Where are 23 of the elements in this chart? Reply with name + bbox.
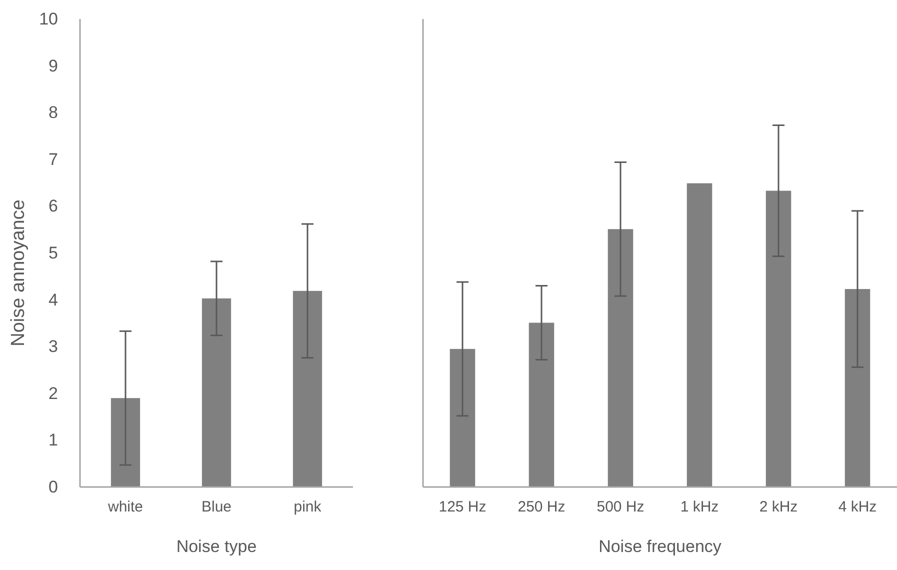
x-tick-label: white bbox=[106, 498, 144, 516]
y-tick-label: 3 bbox=[48, 337, 58, 356]
y-tick-label: 6 bbox=[48, 196, 58, 216]
x-tick-label: 2 kHz bbox=[759, 498, 798, 516]
x-tick-label: 125 Hz bbox=[438, 498, 486, 516]
y-tick-label: 5 bbox=[48, 243, 58, 262]
x-tick-label: 1 kHz bbox=[680, 498, 719, 516]
y-axis-title: Noise annoyance bbox=[8, 200, 29, 346]
x-tick-label: 4 kHz bbox=[838, 498, 877, 516]
x-axis-title: Noise type bbox=[176, 537, 257, 556]
y-tick-label: 9 bbox=[48, 56, 58, 76]
x-tick-label: pink bbox=[294, 498, 322, 516]
y-tick-label: 8 bbox=[48, 103, 58, 122]
x-tick-label: Blue bbox=[201, 498, 232, 516]
y-tick-label: 1 bbox=[48, 430, 58, 450]
x-axis-title: Noise frequency bbox=[598, 537, 722, 556]
y-tick-label: 2 bbox=[48, 384, 58, 403]
y-tick-label: 10 bbox=[39, 9, 58, 28]
y-tick-label: 7 bbox=[48, 150, 58, 169]
x-tick-label: 250 Hz bbox=[518, 498, 566, 516]
y-tick-label: 4 bbox=[48, 290, 58, 310]
y-tick-label: 0 bbox=[48, 477, 58, 496]
x-tick-label: 500 Hz bbox=[596, 498, 644, 516]
